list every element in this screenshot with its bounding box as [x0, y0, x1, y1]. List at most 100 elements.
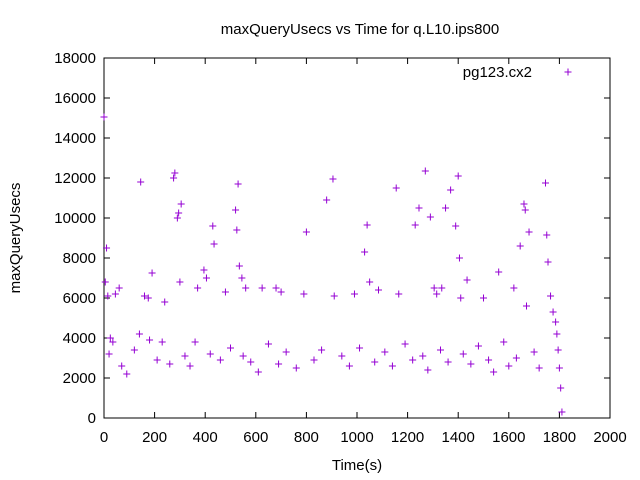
data-point: [173, 214, 181, 222]
x-axis-label: Time(s): [332, 457, 382, 474]
data-point: [264, 340, 272, 348]
y-axis-label: maxQueryUsecs: [7, 183, 24, 294]
data-point: [505, 362, 513, 370]
axis-tick-labels: 0 200 400 600 800 1000 1200 1400 1600 1800 2000 0 20…: [54, 50, 626, 446]
data-point: [535, 364, 543, 372]
data-point: [447, 186, 455, 194]
x-tick-label: 800: [294, 429, 319, 446]
data-point: [135, 330, 143, 338]
data-point: [202, 274, 210, 282]
data-points: [100, 113, 566, 416]
data-point: [409, 356, 417, 364]
data-point: [227, 344, 234, 352]
data-point: [375, 286, 383, 294]
data-point: [140, 292, 148, 300]
data-point: [510, 284, 518, 292]
legend: pg123.cx2: [463, 64, 572, 81]
data-point: [146, 336, 154, 344]
data-point: [171, 169, 179, 177]
y-tick-label: 10000: [54, 210, 96, 227]
data-point: [300, 290, 308, 298]
chart-title: maxQueryUsecs vs Time for q.L10.ips800: [221, 21, 499, 38]
data-point: [181, 352, 189, 360]
data-point: [234, 180, 242, 188]
data-point: [554, 346, 562, 354]
y-tick-label: 8000: [63, 250, 96, 267]
data-point: [444, 358, 452, 366]
data-point: [516, 242, 524, 250]
legend-series-label: pg123.cx2: [463, 64, 532, 81]
data-point: [148, 269, 156, 277]
data-point: [345, 362, 353, 370]
y-tick-label: 2000: [63, 370, 96, 387]
x-tick-label: 1800: [543, 429, 576, 446]
data-point: [442, 204, 450, 212]
data-point: [209, 222, 217, 230]
x-tick-label: 1000: [340, 429, 373, 446]
data-point: [415, 204, 423, 212]
data-point: [454, 172, 462, 180]
data-point: [371, 358, 379, 366]
data-point: [350, 290, 358, 298]
data-point: [530, 348, 538, 356]
data-point: [467, 360, 475, 368]
data-point: [547, 292, 555, 300]
x-tick-label: 600: [243, 429, 268, 446]
x-tick-label: 200: [142, 429, 167, 446]
data-point: [523, 302, 531, 310]
data-point: [553, 330, 561, 338]
data-point: [512, 354, 520, 362]
data-point: [239, 352, 247, 360]
data-point: [495, 268, 503, 276]
data-point: [310, 356, 318, 364]
data-point: [455, 254, 463, 262]
data-point: [206, 350, 214, 358]
data-point: [109, 338, 117, 346]
data-point: [254, 368, 262, 376]
data-point: [111, 290, 119, 298]
data-point: [158, 338, 166, 346]
data-point: [258, 284, 266, 292]
data-point: [235, 262, 243, 270]
data-point: [191, 338, 199, 346]
x-tick-label: 1600: [492, 429, 525, 446]
x-tick-label: 0: [100, 429, 108, 446]
data-point: [543, 231, 551, 239]
legend-series-marker: [564, 68, 572, 76]
data-point: [292, 364, 300, 372]
data-point: [381, 348, 389, 356]
data-point: [485, 356, 493, 364]
data-point: [411, 221, 419, 229]
data-point: [421, 167, 429, 175]
data-point: [238, 274, 246, 282]
data-point: [282, 348, 290, 356]
data-point: [329, 175, 337, 183]
data-point: [210, 240, 218, 248]
data-point: [153, 356, 161, 364]
data-point: [105, 350, 113, 358]
data-point: [161, 298, 169, 306]
data-point: [558, 408, 566, 416]
data-point: [177, 200, 185, 208]
legend-marker-plus: [564, 68, 572, 76]
data-point: [433, 290, 441, 298]
x-tick-label: 1400: [442, 429, 475, 446]
data-point: [555, 364, 563, 372]
data-point: [247, 358, 255, 366]
data-point: [500, 338, 508, 346]
data-point: [242, 284, 250, 292]
data-point: [395, 290, 403, 298]
data-point: [216, 356, 224, 364]
data-point: [419, 352, 427, 360]
data-point: [166, 360, 174, 368]
data-point: [130, 346, 138, 354]
plot-area-frame: [103, 57, 611, 419]
data-point: [457, 294, 465, 302]
y-tick-label: 14000: [54, 130, 96, 147]
data-point: [463, 276, 471, 284]
data-point: [521, 206, 529, 214]
data-point: [452, 222, 460, 230]
data-point: [424, 366, 432, 374]
data-point: [144, 294, 152, 302]
data-point: [104, 292, 112, 300]
